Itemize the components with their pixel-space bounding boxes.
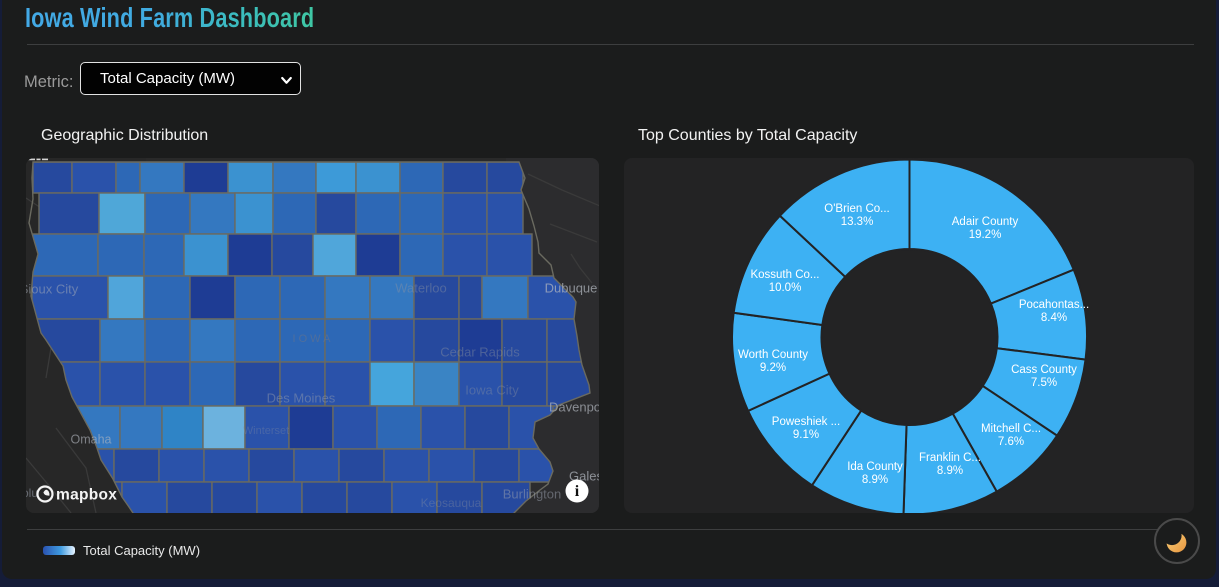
svg-text:Adair County: Adair County	[952, 216, 1019, 228]
svg-text:Poweshiek ...: Poweshiek ...	[772, 416, 840, 428]
svg-text:9.1%: 9.1%	[793, 429, 819, 441]
svg-text:Davenport: Davenport	[549, 400, 599, 415]
svg-text:Cass County: Cass County	[1011, 364, 1077, 376]
svg-text:i: i	[575, 483, 580, 500]
svg-text:Iowa City: Iowa City	[465, 383, 519, 398]
svg-text:O'Brien Co...: O'Brien Co...	[824, 203, 889, 215]
svg-text:7.5%: 7.5%	[1031, 377, 1057, 389]
svg-text:Worth County: Worth County	[738, 349, 808, 361]
svg-text:mapbox: mapbox	[56, 487, 117, 504]
svg-text:Dubuque: Dubuque	[545, 281, 598, 296]
svg-text:IOWA: IOWA	[293, 333, 334, 345]
svg-text:19.2%: 19.2%	[969, 229, 1002, 241]
svg-text:Burlington: Burlington	[503, 487, 562, 502]
svg-text:13.3%: 13.3%	[841, 216, 874, 228]
svg-text:Pocahontas...: Pocahontas...	[1019, 299, 1089, 311]
svg-text:9.2%: 9.2%	[760, 362, 786, 374]
svg-text:Omaha: Omaha	[71, 432, 112, 446]
svg-text:Keosauqua: Keosauqua	[421, 496, 482, 510]
svg-text:Ida County: Ida County	[847, 461, 903, 473]
svg-text:Sioux City: Sioux City	[26, 282, 79, 297]
svg-text:Winterset: Winterset	[243, 425, 289, 437]
svg-text:Des Moines: Des Moines	[267, 391, 336, 406]
svg-text:8.9%: 8.9%	[937, 465, 963, 477]
svg-text:7.6%: 7.6%	[998, 436, 1024, 448]
svg-text:8.9%: 8.9%	[862, 474, 888, 486]
svg-text:Kossuth Co...: Kossuth Co...	[750, 269, 819, 281]
svg-text:Waterloo: Waterloo	[395, 281, 447, 296]
svg-text:Cedar Rapids: Cedar Rapids	[440, 345, 520, 360]
svg-text:olu: olu	[26, 486, 38, 500]
svg-text:10.0%: 10.0%	[769, 282, 802, 294]
svg-text:8.4%: 8.4%	[1041, 312, 1067, 324]
svg-text:Mitchell C...: Mitchell C...	[981, 423, 1041, 435]
svg-text:Franklin C...: Franklin C...	[919, 452, 981, 464]
